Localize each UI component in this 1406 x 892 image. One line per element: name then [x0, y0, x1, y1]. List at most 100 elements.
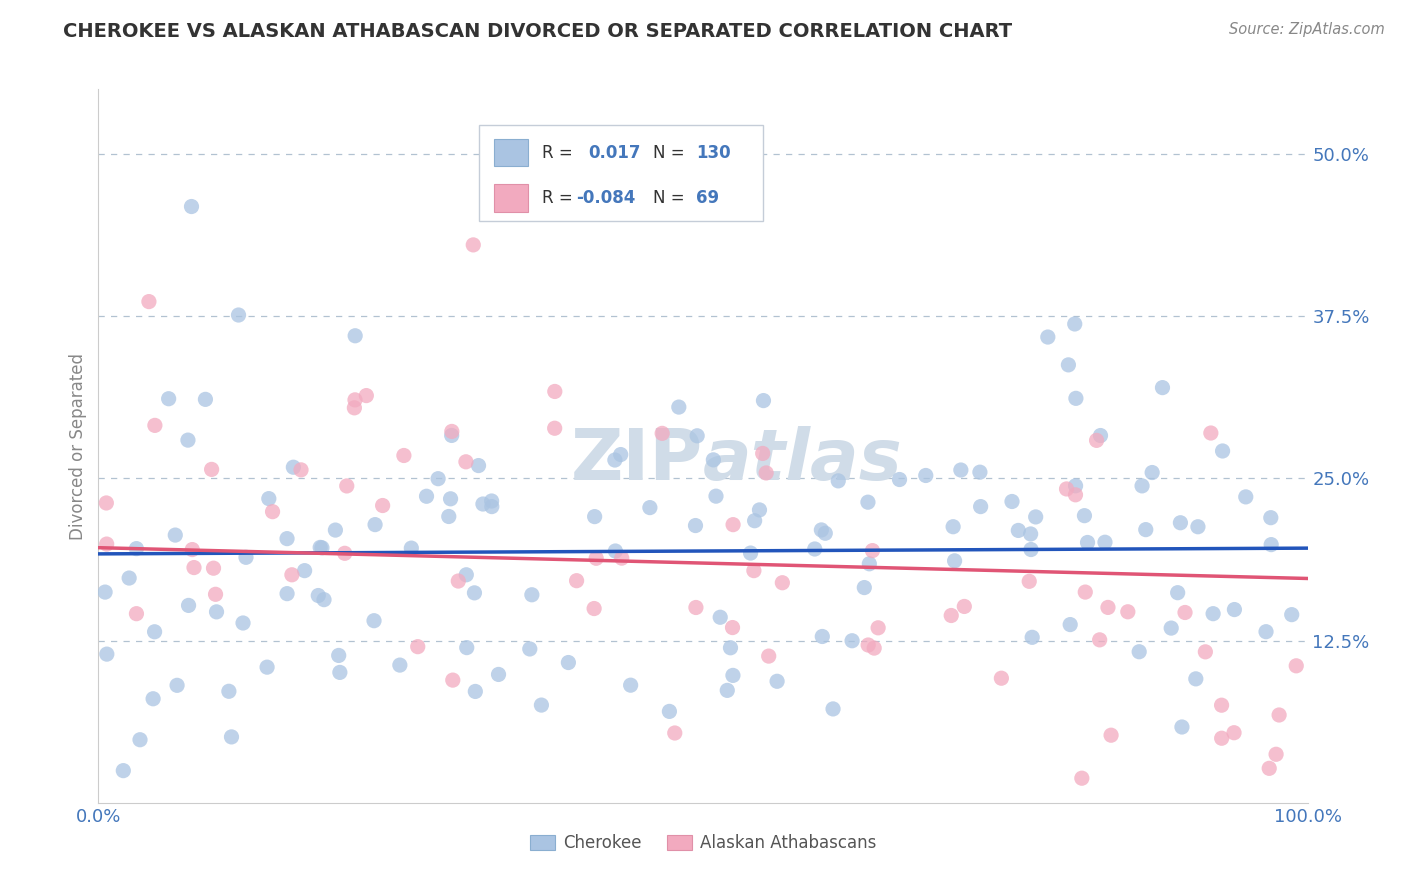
Point: [1074, 585, 1097, 599]
Point: [177, 433, 200, 447]
Point: [392, 449, 415, 463]
Point: [651, 426, 673, 441]
Point: [427, 472, 450, 486]
Point: [1130, 479, 1153, 493]
Point: [1258, 761, 1281, 775]
Point: [464, 684, 486, 698]
Point: [1019, 527, 1042, 541]
Point: [283, 460, 305, 475]
Point: [1223, 725, 1246, 739]
Point: [1021, 630, 1043, 644]
Point: [481, 494, 503, 508]
Point: [685, 518, 707, 533]
Point: [1088, 632, 1111, 647]
Text: 0.017: 0.017: [588, 144, 641, 161]
Point: [388, 658, 411, 673]
Point: [183, 560, 205, 574]
Point: [1199, 425, 1222, 440]
Point: [467, 458, 489, 473]
Point: [454, 455, 477, 469]
Point: [752, 393, 775, 408]
Point: [294, 564, 316, 578]
Point: [1094, 535, 1116, 549]
Point: [638, 500, 661, 515]
Legend: Cherokee, Alaskan Athabascans: Cherokee, Alaskan Athabascans: [523, 828, 883, 859]
Point: [742, 564, 765, 578]
Point: [1090, 428, 1112, 442]
Point: [1260, 510, 1282, 524]
Point: [609, 448, 631, 462]
Point: [456, 640, 478, 655]
Point: [333, 546, 356, 560]
Text: ZIP: ZIP: [571, 425, 703, 495]
Point: [1211, 698, 1233, 713]
Point: [1202, 607, 1225, 621]
Point: [440, 428, 463, 442]
Point: [766, 674, 789, 689]
Point: [1025, 510, 1047, 524]
Point: [685, 600, 707, 615]
Point: [953, 599, 976, 614]
Point: [658, 705, 681, 719]
Point: [1152, 381, 1174, 395]
Point: [447, 574, 470, 588]
Text: -0.084: -0.084: [576, 189, 636, 207]
Point: [721, 668, 744, 682]
Point: [686, 429, 709, 443]
Point: [1140, 466, 1163, 480]
Point: [471, 497, 494, 511]
Point: [406, 640, 429, 654]
Point: [1085, 434, 1108, 448]
Point: [583, 601, 606, 615]
Point: [328, 648, 350, 663]
Point: [112, 764, 135, 778]
Point: [463, 586, 485, 600]
Point: [1019, 542, 1042, 557]
Point: [1064, 488, 1087, 502]
Point: [1265, 747, 1288, 762]
Point: [751, 446, 773, 460]
Point: [1076, 535, 1098, 549]
Point: [758, 649, 780, 664]
Point: [721, 517, 744, 532]
Point: [256, 660, 278, 674]
Text: N =: N =: [654, 189, 685, 207]
Point: [202, 561, 225, 575]
Point: [463, 238, 485, 252]
Point: [329, 665, 352, 680]
Point: [803, 541, 825, 556]
Point: [204, 587, 226, 601]
Point: [841, 633, 863, 648]
Point: [1059, 617, 1081, 632]
Point: [415, 489, 437, 503]
Point: [520, 588, 543, 602]
Point: [257, 491, 280, 506]
Point: [96, 537, 118, 551]
Y-axis label: Divorced or Separated: Divorced or Separated: [69, 352, 87, 540]
Point: [166, 678, 188, 692]
Point: [1001, 494, 1024, 508]
Point: [96, 496, 118, 510]
Point: [610, 551, 633, 566]
Point: [709, 610, 731, 624]
Point: [1194, 645, 1216, 659]
Point: [371, 499, 394, 513]
Point: [125, 541, 148, 556]
Point: [205, 605, 228, 619]
Point: [439, 491, 461, 506]
Point: [827, 474, 849, 488]
Point: [856, 495, 879, 509]
Point: [129, 732, 152, 747]
Point: [309, 541, 332, 555]
Point: [868, 621, 890, 635]
Point: [748, 503, 770, 517]
Point: [1234, 490, 1257, 504]
Point: [1223, 602, 1246, 616]
Point: [1057, 358, 1080, 372]
Point: [96, 647, 118, 661]
Text: atlas: atlas: [703, 425, 903, 495]
Point: [664, 726, 686, 740]
Point: [943, 554, 966, 568]
Point: [177, 599, 200, 613]
Point: [1097, 600, 1119, 615]
